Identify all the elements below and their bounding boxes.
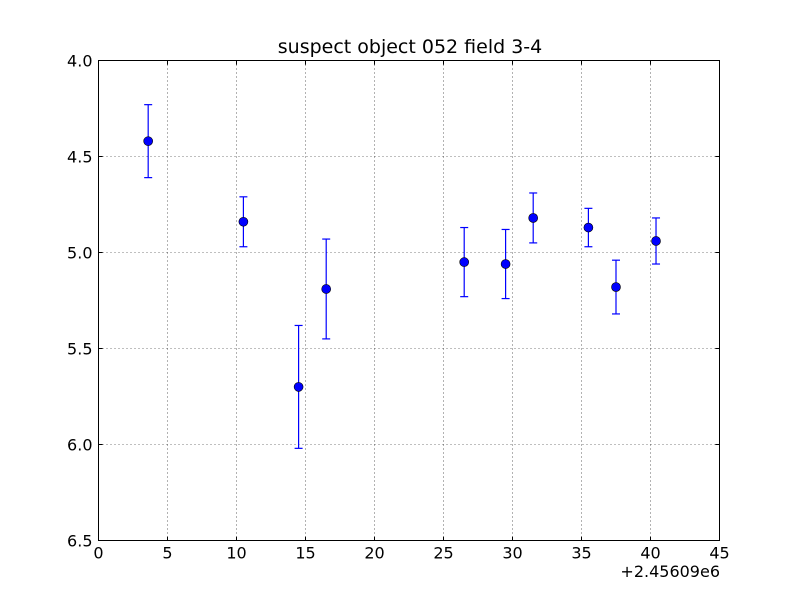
data-point bbox=[611, 282, 621, 292]
x-tick-label: 20 bbox=[364, 544, 384, 563]
x-tick-label: 45 bbox=[709, 544, 729, 563]
x-tick-label: 40 bbox=[640, 544, 660, 563]
data-point bbox=[528, 213, 539, 223]
y-tick-label: 6.0 bbox=[67, 436, 92, 455]
x-tick-label: 30 bbox=[502, 544, 522, 563]
grid bbox=[98, 60, 720, 541]
data-point bbox=[500, 259, 511, 269]
x-axis-offset-label: +2.45609e6 bbox=[620, 562, 720, 581]
x-tick-label: 5 bbox=[162, 544, 172, 563]
data-marks bbox=[143, 104, 661, 449]
x-tick-label: 35 bbox=[571, 544, 591, 563]
data-point bbox=[651, 236, 661, 246]
chart-title: suspect object 052 field 3-4 bbox=[278, 36, 543, 58]
y-tick-label: 5.5 bbox=[67, 340, 92, 359]
x-tick-label: 10 bbox=[226, 544, 246, 563]
x-tick-label: 25 bbox=[433, 544, 453, 563]
plot-frame bbox=[98, 60, 720, 541]
data-point bbox=[293, 382, 304, 392]
data-point bbox=[583, 222, 594, 233]
y-tick-label: 4.5 bbox=[67, 148, 92, 167]
data-point bbox=[459, 257, 470, 267]
y-tick-label: 5.0 bbox=[67, 244, 92, 263]
x-tick-label: 15 bbox=[295, 544, 315, 563]
data-point bbox=[238, 216, 249, 227]
axis-ticks: 0 5 10 15 20 25 30 35 40 45 4.0 4.5 5.0 5.5 6.0 6.5 bbox=[67, 52, 730, 563]
data-point bbox=[321, 284, 332, 294]
x-tick-label: 0 bbox=[93, 544, 103, 563]
data-point bbox=[143, 136, 153, 146]
y-tick-label: 6.5 bbox=[67, 532, 92, 551]
y-tick-label: 4.0 bbox=[67, 52, 92, 71]
